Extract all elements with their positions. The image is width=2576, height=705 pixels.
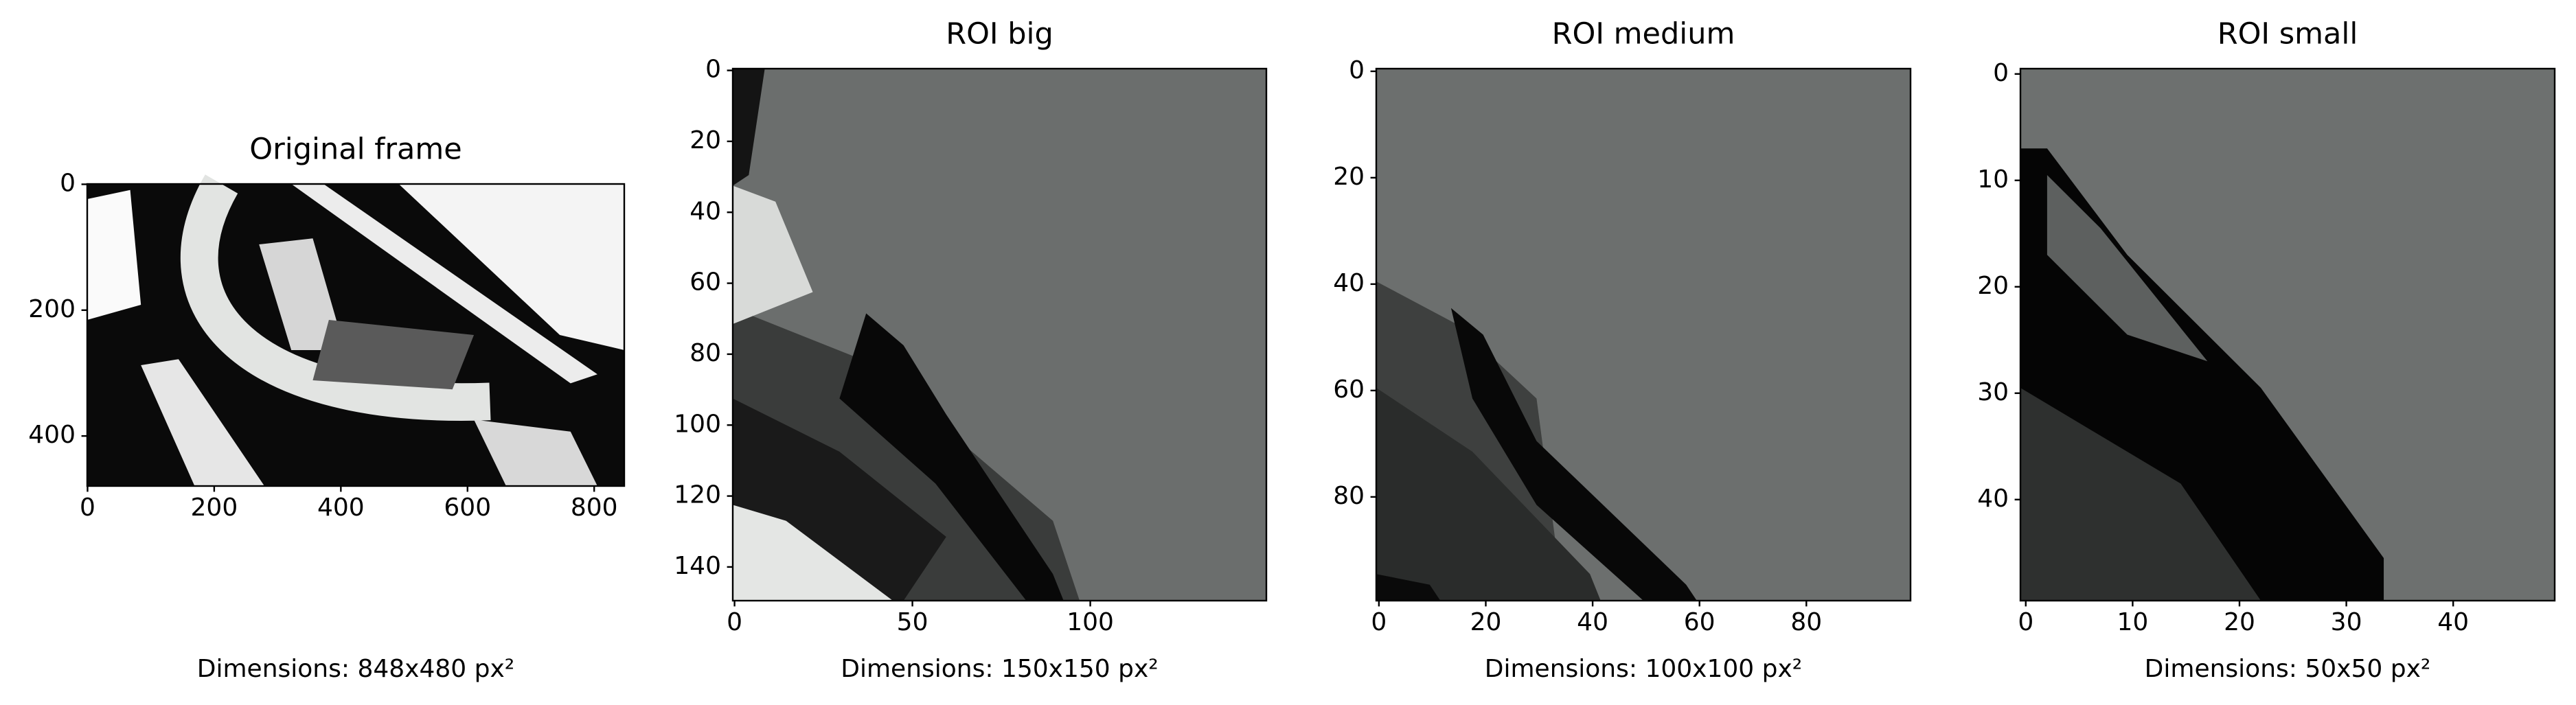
image: [733, 69, 1266, 601]
y-tick-label: 0: [1349, 56, 1365, 84]
y-tick-label: 10: [1977, 165, 2009, 194]
x-tick-label: 0: [727, 608, 742, 636]
axes-frame: [86, 183, 626, 487]
image-region: [1450, 308, 1697, 601]
axes-title: ROI small: [2218, 17, 2358, 51]
x-tick-label: 80: [1790, 608, 1822, 636]
image-region: [733, 185, 813, 324]
x-tick-label: 0: [2018, 608, 2033, 636]
y-tick-label: 0: [705, 56, 721, 84]
image-region: [259, 238, 345, 350]
image-region: [1376, 574, 1441, 601]
y-tick-label: 0: [60, 169, 76, 197]
x-tick-label: 60: [1684, 608, 1716, 636]
image-region: [2020, 388, 2261, 601]
x-tick-label: 30: [2331, 608, 2362, 636]
image-region: [312, 320, 475, 390]
image: [1376, 69, 1911, 601]
axes-title: ROI big: [946, 17, 1053, 51]
x-axis-label: Dimensions: 100x100 px²: [1485, 655, 1802, 683]
axes-title: ROI medium: [1552, 17, 1735, 51]
x-tick-label: 800: [571, 494, 618, 522]
x-tick-label: 0: [80, 494, 95, 522]
image-region: [180, 174, 491, 421]
image-region: [474, 419, 597, 486]
x-axis-label: Dimensions: 150x150 px²: [841, 655, 1158, 683]
image-region: [291, 184, 597, 384]
image-region: [839, 313, 1064, 601]
x-tick-label: 20: [2224, 608, 2255, 636]
x-tick-label: 20: [1470, 608, 1502, 636]
y-tick-label: 200: [28, 295, 76, 323]
image-region: [733, 505, 893, 601]
image-region: [2047, 175, 2208, 362]
y-tick-label: 20: [689, 126, 721, 154]
image-region: [398, 184, 624, 350]
x-tick-label: 100: [1067, 608, 1114, 636]
x-axis-label: Dimensions: 50x50 px²: [2145, 655, 2431, 683]
image-region: [87, 189, 141, 320]
y-tick-label: 120: [674, 481, 721, 509]
x-axis-label: Dimensions: 848x480 px²: [197, 655, 514, 683]
y-tick-label: 30: [1977, 378, 2009, 406]
axes-frame: [1375, 67, 1912, 602]
y-tick-label: 0: [1993, 59, 2009, 87]
image-region: [141, 359, 265, 486]
y-tick-label: 140: [674, 552, 721, 580]
y-tick-label: 80: [1333, 482, 1365, 510]
x-tick-label: 40: [1577, 608, 1608, 636]
x-tick-label: 200: [191, 494, 238, 522]
y-tick-label: 60: [1333, 375, 1365, 404]
x-tick-label: 50: [897, 608, 928, 636]
y-tick-label: 100: [674, 410, 721, 438]
y-tick-label: 60: [689, 268, 721, 297]
x-tick-label: 400: [317, 494, 365, 522]
axes-frame: [2019, 67, 2556, 602]
image-region: [733, 69, 765, 186]
image-region: [1376, 388, 1601, 601]
image: [2020, 69, 2555, 601]
y-tick-label: 400: [28, 421, 76, 449]
y-tick-label: 40: [1977, 485, 2009, 513]
x-tick-label: 0: [1371, 608, 1387, 636]
x-tick-label: 10: [2117, 608, 2148, 636]
y-tick-label: 20: [1333, 163, 1365, 191]
y-tick-label: 40: [1333, 269, 1365, 297]
x-tick-label: 40: [2437, 608, 2469, 636]
axes-frame: [731, 67, 1268, 602]
y-tick-label: 20: [1977, 272, 2009, 300]
y-tick-label: 40: [689, 197, 721, 225]
x-tick-label: 600: [444, 494, 491, 522]
axes-title: Original frame: [249, 132, 461, 167]
image: [87, 174, 624, 486]
y-tick-label: 80: [689, 339, 721, 367]
